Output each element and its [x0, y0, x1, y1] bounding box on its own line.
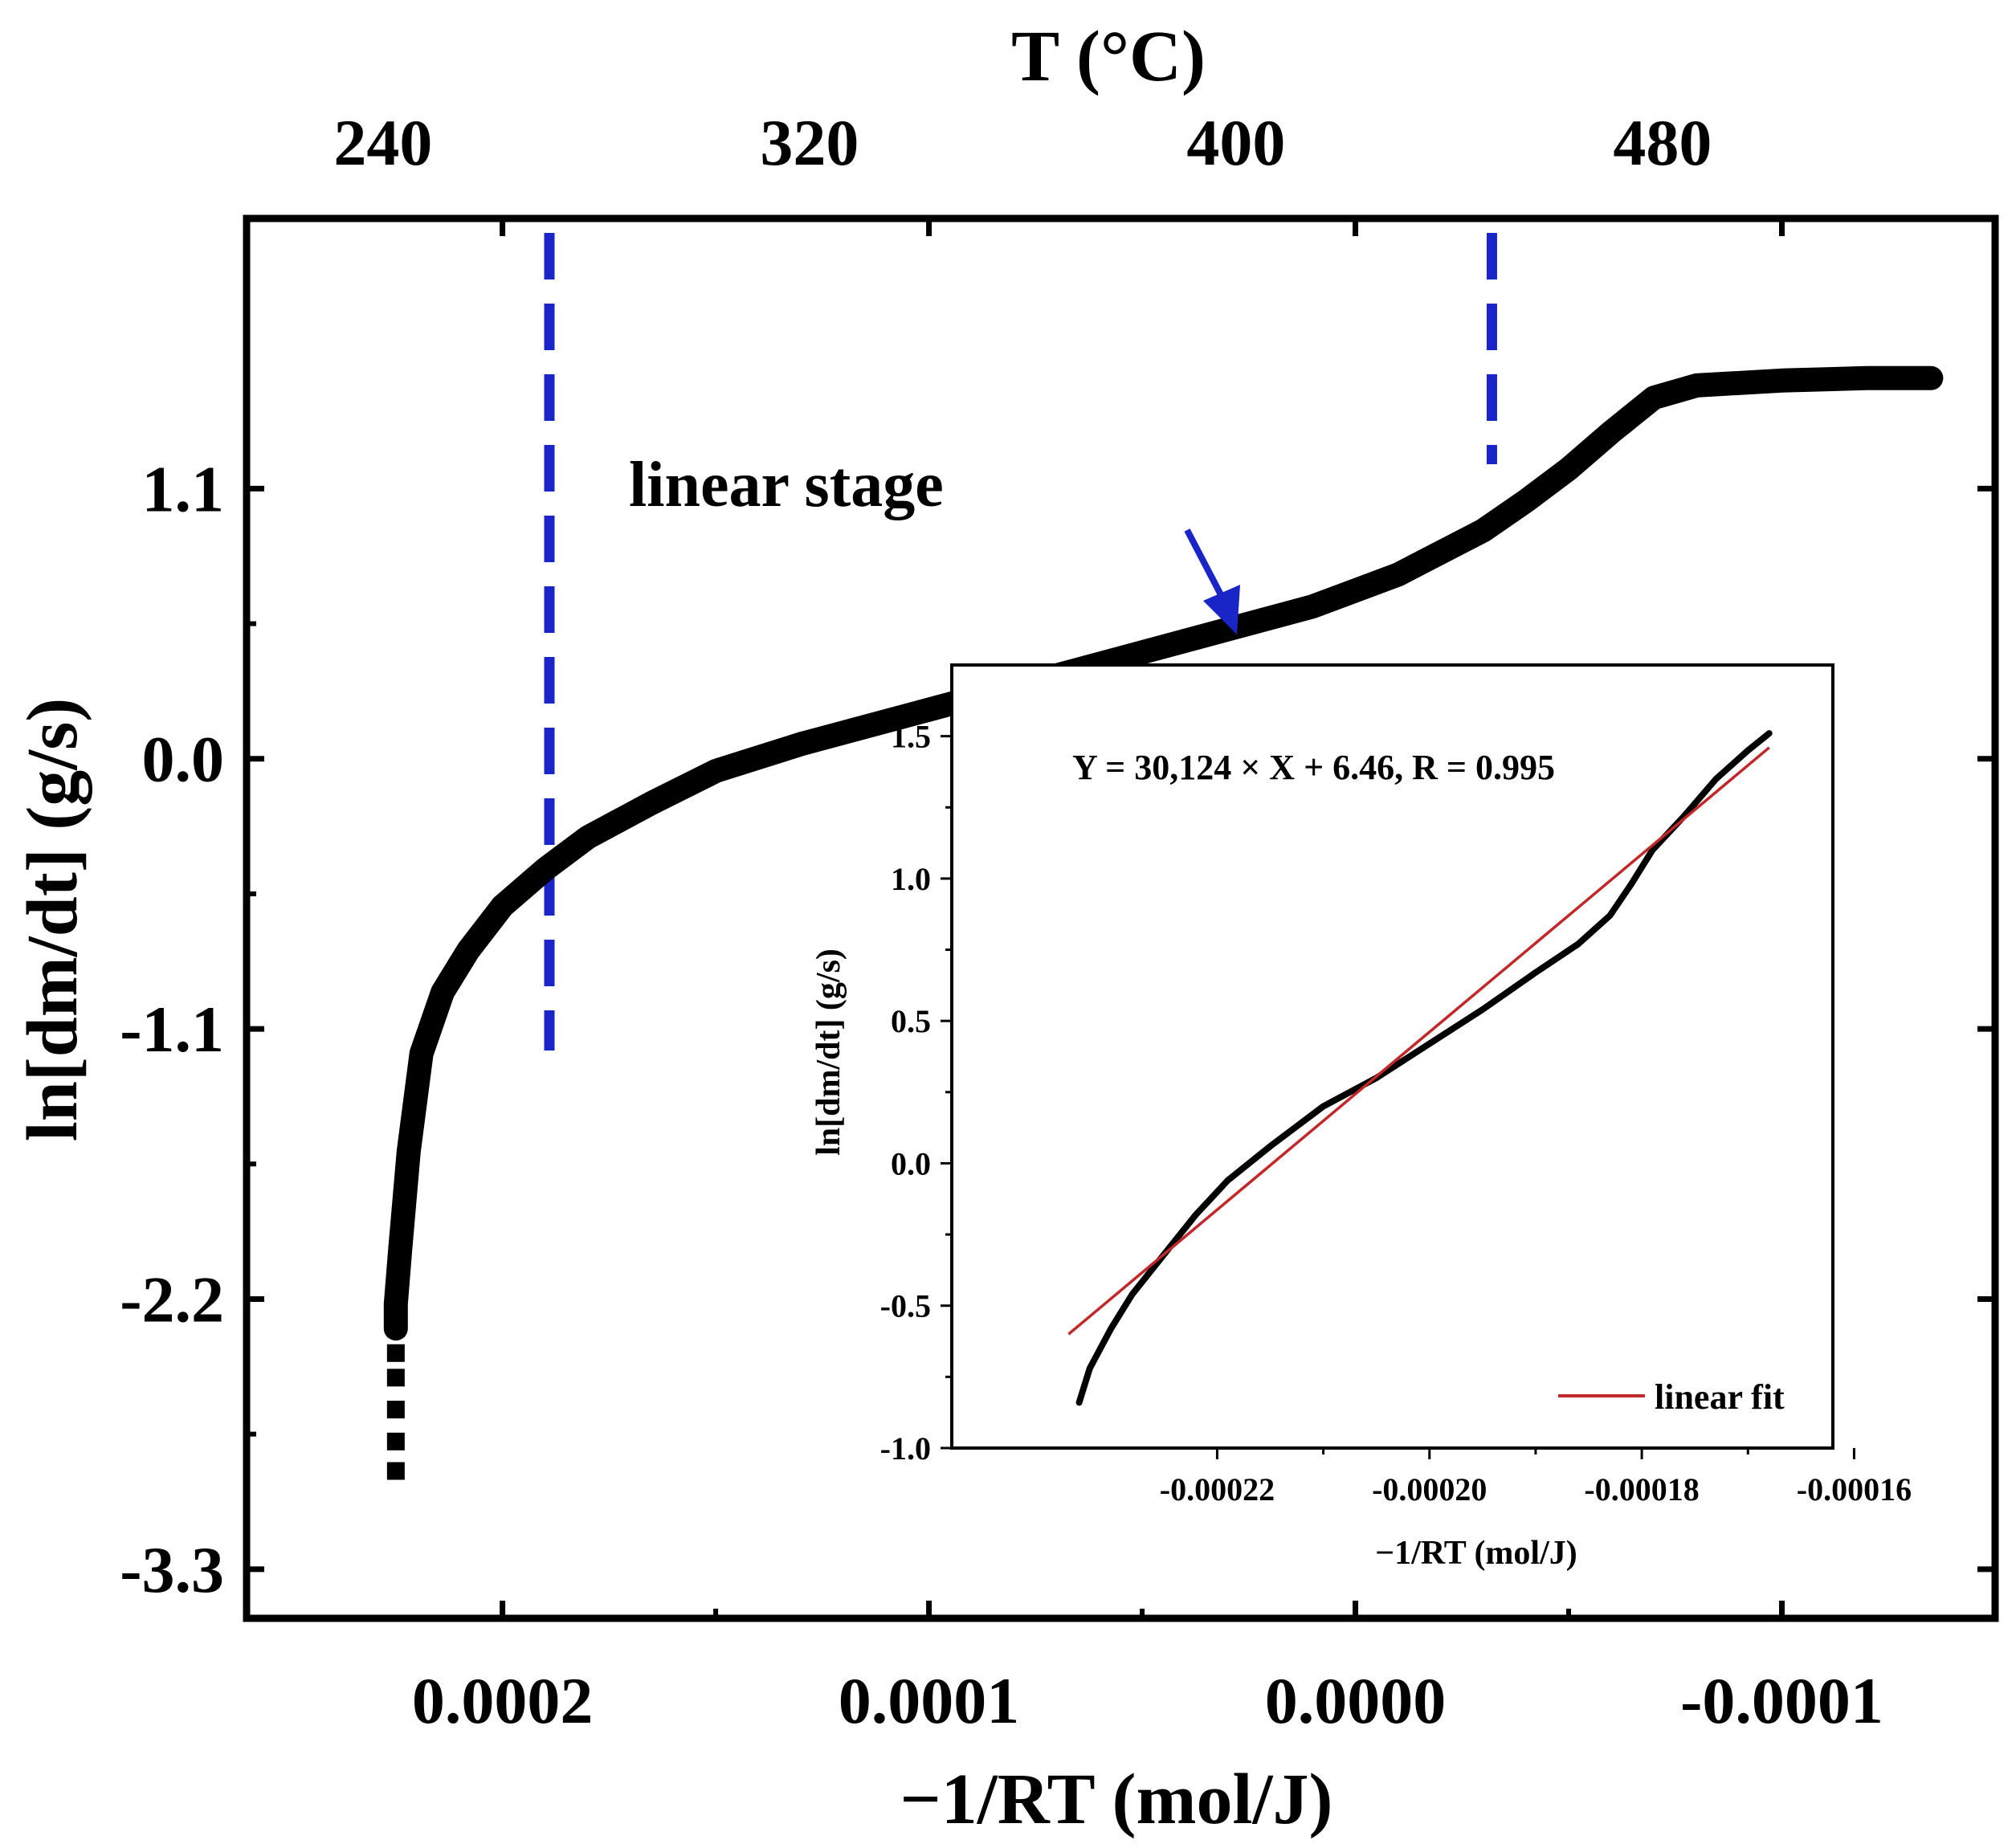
- inset-y-tick-label: -0.5: [880, 1288, 931, 1324]
- inset-x-axis-title: −1/RT (mol/J): [1375, 1535, 1577, 1572]
- inset-y-tick-label: 1.5: [891, 719, 931, 755]
- inset-y-tick-label: 0.5: [891, 1003, 931, 1039]
- inset-x-tick-label: -0.00016: [1797, 1471, 1912, 1507]
- top-tick-label: 400: [1186, 106, 1285, 179]
- top-tick-label: 320: [760, 106, 859, 179]
- main-plot: 0.0002 0.0001 0.0000 -0.0001 1.1 0.0 -1.1 -2.2 -…: [13, 17, 1999, 1839]
- inset-y-axis-title: ln[dm/dt] (g/s): [810, 949, 847, 1156]
- annotation-arrow: [1184, 528, 1229, 606]
- y-tick-label: -3.3: [120, 1533, 224, 1606]
- inset-x-tick-label: -0.00018: [1584, 1471, 1699, 1507]
- x-axis-title: −1/RT (mol/J): [900, 1760, 1333, 1839]
- data-point: [386, 1401, 405, 1419]
- x-tick-label: 0.0000: [1265, 1664, 1447, 1737]
- annotation-label: linear stage: [629, 450, 944, 520]
- data-series-line: [383, 365, 1944, 1341]
- top-tick-label: 240: [333, 106, 432, 179]
- data-point: [386, 1344, 405, 1362]
- x-tick-label: -0.0001: [1680, 1664, 1883, 1737]
- annotation-arrowhead: [1203, 585, 1240, 634]
- inset-plot: -0.00022 -0.00020 -0.00018 -0.00016 1.5 1.0 0.…: [810, 663, 1912, 1572]
- inset-x-tick-label: -0.00020: [1372, 1471, 1487, 1507]
- x-tick-label: 0.0002: [412, 1664, 594, 1737]
- y-tick-label: -1.1: [120, 993, 224, 1066]
- legend-label: linear fit: [1655, 1377, 1785, 1417]
- data-point: [386, 1369, 405, 1387]
- y-tick-label: -2.2: [120, 1263, 224, 1336]
- main-plot-frame: [243, 214, 1999, 1622]
- inset-fit-line: [1067, 746, 1770, 1336]
- y-tick-label: 0.0: [142, 723, 225, 796]
- inset-y-tick-label: 0.0: [891, 1145, 931, 1181]
- x-tick-label: 0.0001: [839, 1664, 1020, 1737]
- fit-equation: Y = 30,124 × X + 6.46, R = 0.995: [1072, 748, 1555, 787]
- y-axis-title: ln[dm/dt] (g/s): [13, 698, 92, 1142]
- inset-x-tick-label: -0.00022: [1160, 1471, 1275, 1507]
- inset-frame: [950, 663, 1834, 1450]
- data-point: [386, 1432, 405, 1450]
- data-point: [386, 1462, 405, 1480]
- inset-y-tick-label: 1.0: [891, 861, 931, 897]
- y-tick-label: 1.1: [142, 452, 225, 525]
- top-axis-title: T (°C): [1011, 17, 1206, 96]
- top-tick-label: 480: [1613, 106, 1712, 179]
- inset-y-tick-label: -1.0: [880, 1430, 931, 1467]
